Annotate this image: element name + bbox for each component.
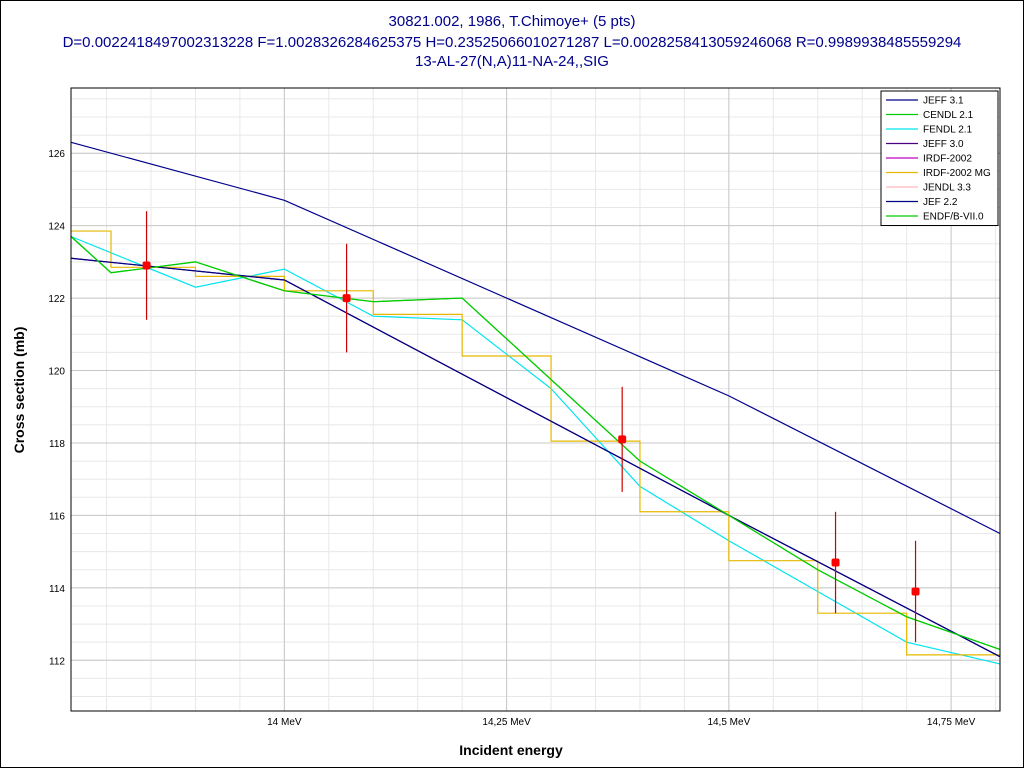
x-tick-label: 14 MeV bbox=[267, 717, 302, 728]
exp-data-point bbox=[142, 261, 151, 270]
exp-data-point bbox=[831, 558, 840, 567]
y-tick-label: 126 bbox=[48, 149, 65, 160]
series-line-jeff-3-1 bbox=[70, 141, 1001, 535]
y-axis-title: Cross section (mb) bbox=[11, 327, 27, 454]
legend-label: IRDF-2002 MG bbox=[923, 168, 991, 179]
series-line-jeff-3-0 bbox=[70, 257, 1001, 658]
x-tick-label: 14,25 MeV bbox=[482, 717, 531, 728]
y-tick-label: 116 bbox=[49, 511, 65, 522]
y-tick-label: 112 bbox=[49, 656, 65, 667]
legend-label: FENDL 2.1 bbox=[923, 125, 973, 136]
exp-data-point bbox=[342, 294, 351, 303]
grid bbox=[71, 88, 1000, 711]
exp-data-point bbox=[618, 435, 627, 444]
x-tick-label: 14,75 MeV bbox=[927, 717, 976, 728]
x-tick-label: 14,5 MeV bbox=[707, 717, 750, 728]
legend: JEFF 3.1 CENDL 2.1 FENDL 2.1 JEFF 3.0 IRDF-2… bbox=[880, 90, 999, 226]
legend-label: JEF 2.2 bbox=[923, 197, 958, 208]
series-line-fendl-2-1 bbox=[70, 235, 1001, 665]
legend-label: IRDF-2002 bbox=[923, 154, 972, 165]
series-line-endf-b-vii-0 bbox=[70, 236, 1001, 650]
chart-title-line-3: 13-AL-27(N,A)11-NA-24,,SIG bbox=[415, 53, 609, 70]
legend-label: CENDL 2.1 bbox=[923, 110, 974, 121]
series-line-jef-2-2 bbox=[70, 257, 1001, 658]
y-tick-label: 118 bbox=[49, 439, 65, 450]
legend-label: ENDF/B-VII.0 bbox=[923, 212, 984, 223]
legend-label: JENDL 3.3 bbox=[923, 183, 971, 194]
legend-label: JEFF 3.1 bbox=[923, 96, 964, 107]
y-tick-label: 114 bbox=[49, 584, 65, 595]
legend-label: JEFF 3.0 bbox=[923, 139, 964, 150]
experimental-points bbox=[142, 211, 920, 643]
y-tick-label: 122 bbox=[48, 294, 65, 305]
y-tick-label: 124 bbox=[48, 222, 65, 233]
chart-title-line-2: D=0.0022418497002313228 F=1.002832628462… bbox=[62, 34, 962, 51]
axis-ticks: 14 MeV 14,25 MeV 14,5 MeV 14,75 MeV 112 114 11… bbox=[48, 149, 975, 728]
y-tick-label: 120 bbox=[48, 367, 65, 378]
plot-area-border bbox=[70, 87, 1001, 712]
chart-title-line-1: 30821.002, 1986, T.Chimoye+ (5 pts) bbox=[388, 13, 636, 30]
series-lines bbox=[70, 141, 1001, 665]
exp-data-point bbox=[911, 587, 920, 596]
x-axis-title: Incident energy bbox=[459, 742, 563, 758]
series-line-irdf-2002-mg bbox=[71, 230, 1000, 656]
